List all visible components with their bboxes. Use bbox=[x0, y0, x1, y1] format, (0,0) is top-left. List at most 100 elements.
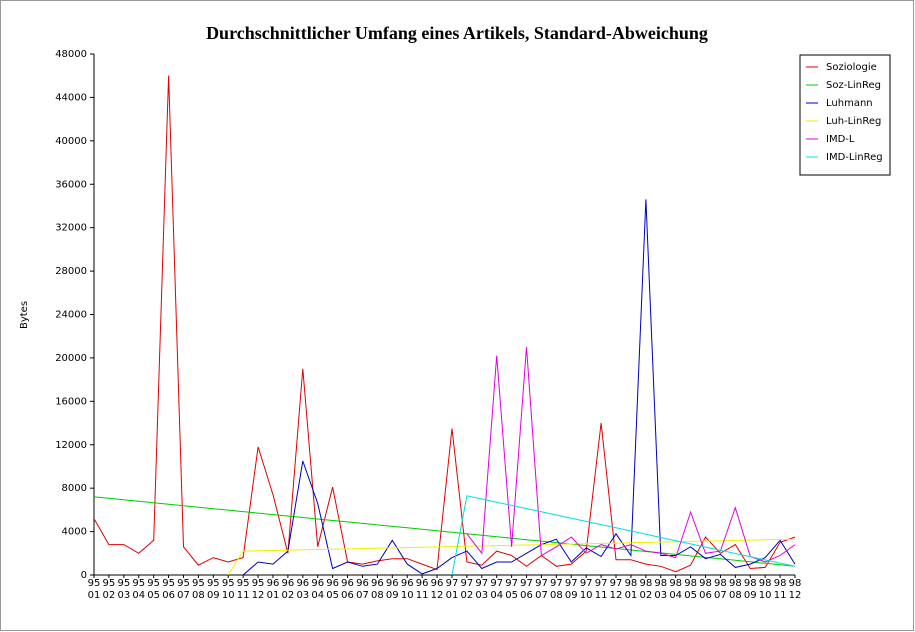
x-tick-label: 09 bbox=[207, 590, 220, 601]
x-tick-label: 96 bbox=[282, 578, 295, 589]
x-tick-label: 95 bbox=[207, 578, 220, 589]
legend-label: Luh-LinReg bbox=[826, 116, 881, 127]
x-tick-label: 97 bbox=[565, 578, 578, 589]
y-tick-label: 0 bbox=[81, 570, 87, 581]
y-tick-label: 16000 bbox=[55, 396, 87, 407]
x-tick-label: 02 bbox=[639, 590, 652, 601]
x-tick-label: 12 bbox=[252, 590, 265, 601]
x-tick-label: 98 bbox=[744, 578, 757, 589]
x-tick-label: 12 bbox=[431, 590, 444, 601]
x-tick-label: 10 bbox=[759, 590, 772, 601]
legend-label: IMD-LinReg bbox=[826, 152, 883, 163]
x-tick-label: 98 bbox=[729, 578, 742, 589]
legend-label: Soz-LinReg bbox=[826, 80, 881, 91]
x-tick-label: 98 bbox=[639, 578, 652, 589]
x-tick-label: 97 bbox=[490, 578, 503, 589]
x-tick-label: 96 bbox=[386, 578, 399, 589]
x-tick-label: 03 bbox=[296, 590, 309, 601]
x-tick-label: 07 bbox=[177, 590, 190, 601]
chart-title: Durchschnittlicher Umfang eines Artikels… bbox=[206, 23, 708, 43]
y-tick-label: 12000 bbox=[55, 440, 87, 451]
x-tick-label: 01 bbox=[267, 590, 280, 601]
x-tick-label: 06 bbox=[341, 590, 354, 601]
y-tick-label: 24000 bbox=[55, 310, 87, 321]
x-tick-label: 08 bbox=[550, 590, 563, 601]
y-axis-label: Bytes bbox=[19, 301, 30, 329]
x-tick-label: 05 bbox=[684, 590, 697, 601]
x-tick-label: 05 bbox=[505, 590, 518, 601]
x-tick-label: 10 bbox=[401, 590, 414, 601]
x-tick-label: 02 bbox=[282, 590, 295, 601]
x-tick-label: 95 bbox=[117, 578, 130, 589]
x-tick-label: 08 bbox=[371, 590, 384, 601]
y-tick-label: 4000 bbox=[62, 527, 87, 538]
x-tick-label: 01 bbox=[625, 590, 638, 601]
x-tick-label: 04 bbox=[490, 590, 503, 601]
x-tick-label: 97 bbox=[535, 578, 548, 589]
x-tick-label: 02 bbox=[103, 590, 116, 601]
x-tick-label: 01 bbox=[446, 590, 459, 601]
legend-box bbox=[799, 54, 891, 176]
series-line bbox=[451, 495, 796, 576]
x-tick-label: 97 bbox=[475, 578, 488, 589]
x-tick-label: 08 bbox=[729, 590, 742, 601]
x-tick-label: 97 bbox=[520, 578, 533, 589]
x-tick-label: 95 bbox=[162, 578, 175, 589]
x-tick-label: 03 bbox=[475, 590, 488, 601]
x-tick-label: 01 bbox=[88, 590, 101, 601]
x-tick-label: 97 bbox=[505, 578, 518, 589]
legend-label: Soziologie bbox=[826, 62, 877, 73]
y-tick-label: 48000 bbox=[55, 49, 87, 60]
x-tick-label: 96 bbox=[371, 578, 384, 589]
x-tick-label: 12 bbox=[789, 590, 802, 601]
x-tick-label: 08 bbox=[192, 590, 205, 601]
x-tick-label: 11 bbox=[416, 590, 429, 601]
x-tick-label: 06 bbox=[699, 590, 712, 601]
x-tick-label: 97 bbox=[461, 578, 474, 589]
x-tick-label: 10 bbox=[580, 590, 593, 601]
legend-label: Luhmann bbox=[826, 98, 873, 109]
series-line bbox=[93, 496, 796, 567]
x-tick-label: 98 bbox=[759, 578, 772, 589]
x-tick-label: 98 bbox=[699, 578, 712, 589]
y-tick-label: 20000 bbox=[55, 353, 87, 364]
x-tick-label: 96 bbox=[326, 578, 339, 589]
x-tick-label: 98 bbox=[669, 578, 682, 589]
x-tick-label: 07 bbox=[714, 590, 727, 601]
x-tick-label: 02 bbox=[461, 590, 474, 601]
x-tick-label: 11 bbox=[237, 590, 250, 601]
x-tick-label: 98 bbox=[774, 578, 787, 589]
series-line bbox=[93, 75, 796, 573]
x-tick-label: 95 bbox=[132, 578, 145, 589]
x-tick-label: 96 bbox=[267, 578, 280, 589]
x-tick-label: 97 bbox=[550, 578, 563, 589]
y-tick-label: 8000 bbox=[62, 483, 87, 494]
x-tick-label: 96 bbox=[401, 578, 414, 589]
x-tick-label: 97 bbox=[610, 578, 623, 589]
x-tick-label: 98 bbox=[684, 578, 697, 589]
x-tick-label: 09 bbox=[565, 590, 578, 601]
x-tick-label: 96 bbox=[311, 578, 324, 589]
x-tick-label: 09 bbox=[386, 590, 399, 601]
y-tick-label: 32000 bbox=[55, 223, 87, 234]
x-tick-label: 04 bbox=[311, 590, 324, 601]
x-tick-label: 96 bbox=[416, 578, 429, 589]
x-tick-label: 95 bbox=[147, 578, 160, 589]
series-line bbox=[466, 347, 796, 563]
x-tick-label: 03 bbox=[654, 590, 667, 601]
x-tick-label: 10 bbox=[222, 590, 235, 601]
y-tick-label: 28000 bbox=[55, 266, 87, 277]
x-tick-label: 07 bbox=[535, 590, 548, 601]
x-tick-label: 97 bbox=[446, 578, 459, 589]
x-tick-label: 96 bbox=[356, 578, 369, 589]
x-tick-label: 05 bbox=[147, 590, 160, 601]
x-tick-label: 97 bbox=[595, 578, 608, 589]
x-tick-label: 95 bbox=[103, 578, 116, 589]
x-tick-label: 12 bbox=[610, 590, 623, 601]
x-tick-label: 09 bbox=[744, 590, 757, 601]
x-tick-label: 95 bbox=[192, 578, 205, 589]
x-tick-label: 04 bbox=[132, 590, 145, 601]
x-tick-label: 11 bbox=[595, 590, 608, 601]
x-tick-label: 05 bbox=[326, 590, 339, 601]
